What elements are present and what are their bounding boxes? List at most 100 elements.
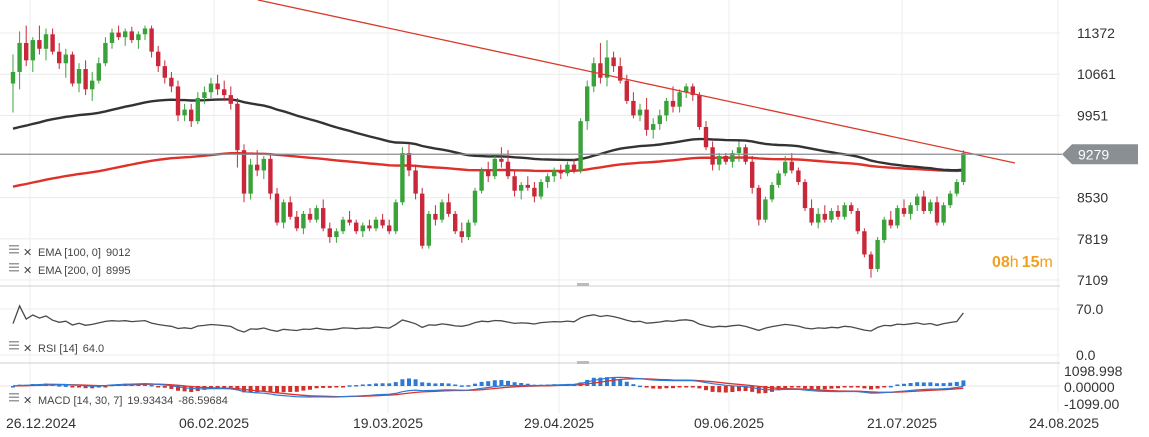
last-price-label: 9279	[1078, 146, 1109, 162]
candle	[512, 170, 517, 197]
close-icon[interactable]: ✕	[23, 247, 32, 259]
candle-body	[215, 83, 220, 90]
settings-icon[interactable]	[9, 245, 19, 254]
candle-body	[571, 164, 577, 171]
candle	[598, 42, 603, 84]
macd-bar	[492, 380, 497, 386]
settings-icon[interactable]	[9, 341, 19, 350]
date-tick-label: 26.12.2024	[6, 415, 76, 431]
candle-body	[149, 28, 154, 52]
candle	[202, 86, 207, 104]
candle	[294, 210, 299, 232]
settings-icon[interactable]	[9, 393, 19, 402]
macd-bar	[644, 386, 649, 388]
macd-bar	[803, 386, 807, 389]
macd-signal-line	[12, 378, 964, 398]
candle-body	[248, 164, 253, 194]
candle	[842, 202, 847, 220]
macd-bar	[466, 385, 471, 387]
svg-text:MACD [14, 30, 7]19.93434-86.59: MACD [14, 30, 7] 19.93434 -86.59684	[38, 395, 228, 407]
legend-ema200[interactable]: ✕ EMA [200, 0] 8995	[9, 263, 130, 277]
macd-bar	[664, 386, 669, 389]
candle	[888, 210, 893, 229]
candle-body	[763, 199, 768, 220]
macd-bar	[413, 379, 418, 386]
macd-bar	[783, 386, 788, 389]
candle	[70, 51, 75, 87]
macd-bar	[796, 386, 801, 388]
candle	[703, 121, 709, 151]
candle-body	[769, 184, 775, 200]
candle-body	[585, 86, 590, 122]
macd-bar	[829, 386, 834, 389]
candle-body	[862, 231, 867, 255]
macd-bar	[750, 386, 755, 392]
candle	[37, 25, 42, 55]
candle-body	[57, 51, 62, 64]
candle	[360, 222, 365, 238]
candle-body	[934, 202, 940, 223]
candle	[750, 155, 755, 194]
candles	[10, 25, 966, 278]
macd-bar	[888, 385, 893, 388]
candle	[908, 202, 913, 220]
macd-bar	[624, 381, 629, 386]
candle	[664, 98, 669, 122]
candle-body	[802, 182, 808, 209]
pane-handle-rsi[interactable]	[577, 283, 589, 286]
candle-body	[453, 213, 458, 232]
date-axis[interactable]: 26.12.2024 06.02.2025 19.03.2025 29.04.2025…	[6, 415, 1099, 431]
candle-body	[241, 150, 247, 194]
price-tick-label: 9951	[1077, 107, 1108, 123]
macd-bar	[816, 386, 821, 390]
candle	[43, 28, 49, 61]
candle-body	[96, 63, 101, 81]
legend-ema100[interactable]: ✕ EMA [100, 0] 9012	[9, 245, 130, 259]
close-icon[interactable]: ✕	[23, 343, 32, 355]
macd-label: MACD [14, 30, 7]	[38, 395, 122, 407]
candle	[50, 28, 55, 55]
macd-bar	[96, 386, 101, 388]
candle-body	[578, 121, 583, 171]
candle-body	[730, 153, 735, 162]
pane-handle-macd[interactable]	[577, 361, 589, 364]
candle-body	[340, 219, 346, 232]
date-tick-label: 19.03.2025	[353, 415, 423, 431]
settings-icon[interactable]	[9, 263, 19, 272]
date-tick-label: 29.04.2025	[524, 415, 594, 431]
close-icon[interactable]: ✕	[23, 395, 32, 407]
candle	[532, 182, 537, 203]
candle	[505, 150, 511, 180]
candle-body	[657, 115, 662, 125]
macd-bar	[334, 386, 339, 388]
price-tick-label: 10661	[1077, 66, 1116, 82]
macd-bar	[433, 383, 438, 386]
date-tick-label: 21.07.2025	[867, 415, 937, 431]
candle	[208, 77, 214, 99]
candle-body	[598, 63, 603, 78]
date-tick-label: 09.06.2025	[694, 415, 764, 431]
candle-body	[948, 193, 953, 206]
macd-bar	[697, 386, 702, 389]
macd-bar	[176, 386, 180, 391]
candle	[928, 199, 933, 214]
close-icon[interactable]: ✕	[23, 265, 32, 277]
ema200-value: 8995	[106, 265, 130, 277]
candle	[901, 199, 907, 217]
macd-bar	[723, 386, 728, 393]
candle-body	[274, 193, 280, 223]
legend-macd[interactable]: ✕ MACD [14, 30, 7] 19.93434 -86.59684	[9, 393, 228, 407]
macd-bar	[83, 386, 88, 389]
candle-body	[327, 228, 332, 238]
candle-body	[255, 164, 260, 171]
candle-body	[651, 124, 656, 130]
candle-body	[433, 213, 438, 220]
macd-bar	[103, 386, 108, 388]
candle-body	[538, 182, 544, 197]
price-axis[interactable]: 11372 10661 9951 8530 7819 7109	[1077, 25, 1116, 288]
candle	[268, 153, 273, 200]
trendline[interactable]	[257, 0, 1016, 164]
legend-rsi[interactable]: ✕ RSI [14] 64.0	[9, 341, 104, 355]
candle	[307, 208, 313, 223]
